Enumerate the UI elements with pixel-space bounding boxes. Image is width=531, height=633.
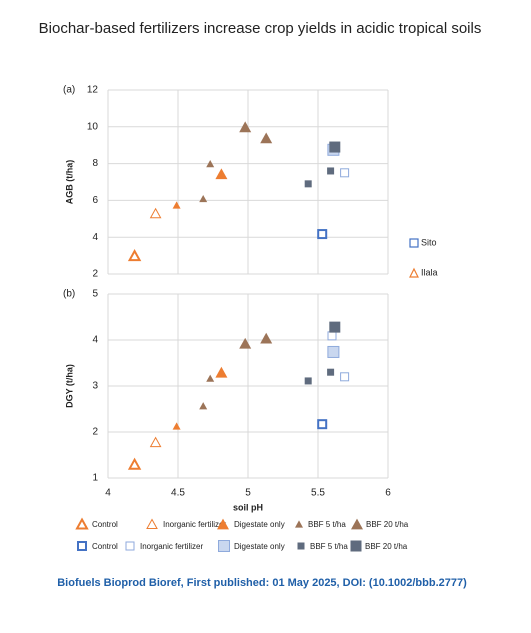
legend-label: BBF 20 t/ha (365, 542, 408, 551)
data-point (329, 141, 341, 153)
x-tick-label: 4.5 (171, 488, 185, 499)
x-axis-label: soil pH (233, 502, 263, 512)
legend-marker (350, 540, 362, 552)
y-tick-label: 10 (87, 121, 99, 132)
legend-label: Digestate only (234, 542, 285, 551)
data-point (329, 321, 341, 333)
legend-marker (295, 520, 303, 528)
data-point (127, 249, 142, 262)
legend-marker (218, 540, 230, 552)
legend-label: Inorganic fertilizer (140, 542, 203, 551)
legend-marker (77, 541, 87, 551)
data-point (215, 366, 228, 378)
citation: Biofuels Bioprod Bioref, First published… (57, 577, 467, 589)
y-tick-label: 6 (92, 195, 98, 206)
data-point (149, 207, 162, 219)
data-point (304, 377, 312, 385)
x-tick-label: 6 (385, 488, 391, 499)
data-point (127, 457, 142, 470)
page-title: Biochar-based fertilizers increase crop … (39, 20, 482, 37)
y-tick-label: 2 (92, 427, 98, 438)
legend-label: BBF 5 t/ha (308, 520, 346, 529)
group-marker (409, 238, 419, 248)
data-point (206, 160, 215, 168)
legend-label: Digestate only (234, 520, 285, 529)
legend-marker (146, 518, 158, 529)
data-point (260, 332, 273, 344)
y-tick-label: 3 (92, 381, 98, 392)
data-point (172, 422, 181, 430)
data-point (340, 168, 350, 178)
y-tick-label: 1 (92, 473, 98, 484)
y-tick-label: 4 (92, 232, 98, 243)
group-marker (409, 267, 419, 278)
legend-label: BBF 20 t/ha (366, 520, 409, 529)
x-tick-label: 5 (245, 488, 251, 499)
legend-label: Control (92, 520, 118, 529)
data-point (239, 121, 252, 133)
data-point (317, 419, 328, 430)
legend-label: BBF 5 t/ha (310, 542, 348, 551)
data-point (317, 229, 328, 240)
data-point (172, 201, 181, 209)
data-point (260, 132, 273, 144)
legend-marker (217, 518, 229, 530)
data-point (304, 180, 312, 188)
data-point (327, 167, 335, 175)
y-tick-label: 8 (92, 158, 98, 169)
data-point (199, 402, 208, 410)
x-tick-label: 5.5 (311, 488, 325, 499)
y-tick-label: 4 (92, 335, 98, 346)
data-point (206, 374, 215, 382)
legend-marker (351, 518, 363, 530)
legend-label: Inorganic fertilizer (163, 520, 226, 529)
panel-label: (b) (63, 289, 75, 300)
data-point (239, 337, 252, 349)
data-point (327, 368, 335, 376)
data-point (199, 194, 208, 203)
legend-marker (75, 517, 89, 530)
group-legend-label: Sito (421, 237, 437, 247)
data-point (215, 168, 228, 180)
y-tick-label: 12 (87, 85, 99, 96)
legend-label: Control (92, 542, 118, 551)
x-tick-label: 4 (105, 488, 111, 499)
group-legend-label: Ilala (421, 267, 438, 277)
legend-marker (297, 542, 305, 550)
y-tick-label: 5 (92, 289, 98, 300)
legend-marker (125, 541, 135, 551)
data-point (340, 372, 350, 382)
data-point (149, 436, 162, 448)
y-axis-label: DGY (t/ha) (64, 364, 74, 408)
panel-label: (a) (63, 85, 75, 96)
data-point (327, 331, 337, 341)
y-axis-label: AGB (t/ha) (64, 160, 74, 205)
data-point (327, 345, 340, 358)
y-tick-label: 2 (92, 269, 98, 280)
